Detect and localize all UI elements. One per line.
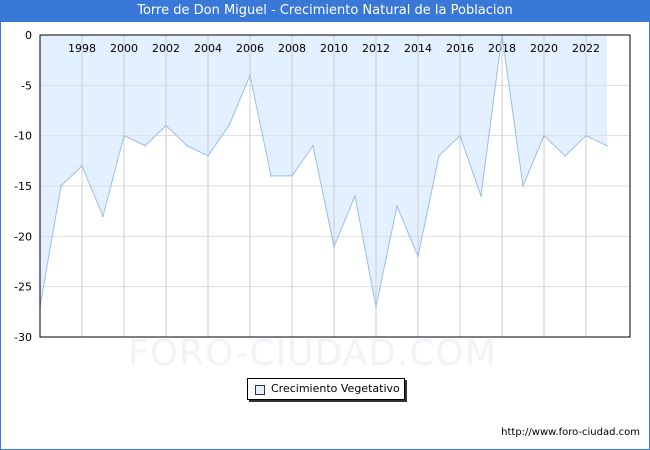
data-point [459,134,461,137]
legend-label: Crecimiento Vegetativo [271,382,400,395]
data-point [270,175,272,177]
y-tick-label: -5 [21,79,32,92]
x-tick-label: 2014 [404,42,432,55]
x-tick-label: 2008 [278,42,306,55]
y-tick-label: -15 [14,180,32,193]
x-tick-label: 2000 [110,42,138,55]
data-point [375,306,377,308]
data-point [396,205,398,207]
data-point [564,155,566,157]
data-point [417,255,419,258]
chart-title: Torre de Don Miguel - Crecimiento Natura… [0,0,650,22]
data-point [165,124,167,127]
data-point [81,165,83,167]
data-point [312,144,314,147]
x-tick-label: 2012 [362,42,390,55]
data-point [333,245,335,248]
data-point [606,144,608,147]
data-point [60,185,62,187]
x-tick-label: 2010 [320,42,348,55]
y-tick-label: 0 [25,29,32,42]
data-point [522,185,524,187]
legend-swatch [255,385,265,395]
y-tick-label: -30 [14,331,32,344]
data-point [123,134,125,137]
data-point [291,175,293,177]
y-tick-label: -10 [14,130,32,143]
y-tick-label: -25 [14,281,32,294]
x-tick-label: 2022 [572,42,600,55]
x-tick-label: 2018 [488,42,516,55]
x-tick-label: 2006 [236,42,264,55]
legend: Crecimiento Vegetativo [247,378,405,400]
data-point [354,195,356,197]
data-point [438,155,440,157]
plot-border [39,34,631,338]
area-fill [40,35,607,307]
x-tick-label: 2004 [194,42,222,55]
x-tick-label: 1998 [68,42,96,55]
data-point [228,124,230,127]
x-tick-label: 2020 [530,42,558,55]
data-point [543,134,545,137]
x-tick-label: 2002 [152,42,180,55]
data-point [102,215,104,217]
y-tick-label: -20 [14,230,32,243]
data-point [186,144,188,147]
source-url: http://www.foro-ciudad.com [501,427,640,438]
watermark: FORO-CIUDAD.COM [128,333,497,374]
data-point [585,134,587,137]
x-tick-label: 2016 [446,42,474,55]
data-point [480,195,482,197]
data-point [144,144,146,147]
data-point [207,155,209,157]
data-point [249,74,251,77]
series-line [39,34,608,307]
